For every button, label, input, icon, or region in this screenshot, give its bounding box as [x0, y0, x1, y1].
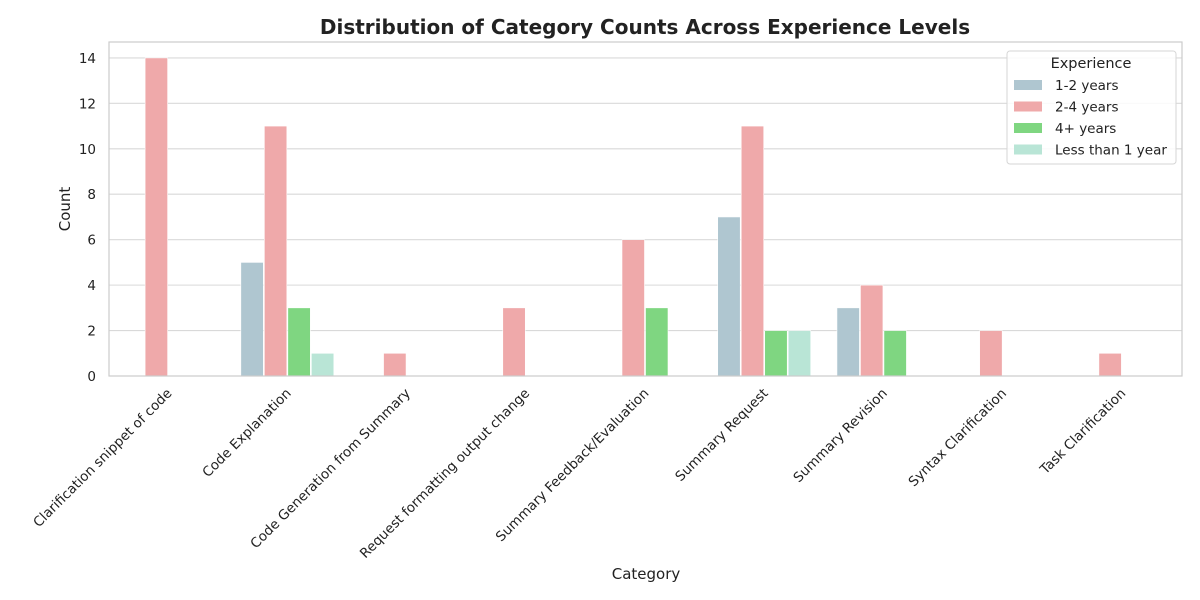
y-tick-label: 8 — [87, 187, 96, 203]
y-tick-labels: 0 2 4 6 8 10 12 14 — [79, 51, 96, 385]
bar — [645, 307, 669, 377]
x-tick-label: Summary Request — [672, 386, 771, 485]
bar — [502, 307, 526, 377]
x-axis-label: Category — [612, 565, 681, 583]
x-tick-labels: Clarification snippet of code Code Explan… — [30, 386, 1129, 562]
bar — [979, 330, 1003, 377]
legend-label: 4+ years — [1055, 121, 1116, 137]
legend-swatch — [1014, 101, 1042, 112]
bar — [717, 216, 741, 377]
chart-title: Distribution of Category Counts Across E… — [320, 15, 970, 39]
bar — [144, 57, 168, 377]
plot-frame — [108, 41, 1183, 377]
x-tick-label: Task Clarification — [1036, 386, 1129, 479]
legend-swatch — [1014, 144, 1042, 155]
bar — [1098, 352, 1122, 377]
legend-title: Experience — [1051, 56, 1132, 72]
x-tick-label: Code Explanation — [199, 386, 294, 481]
x-tick-label: Summary Revision — [790, 386, 890, 486]
x-tick-label: Clarification snippet of code — [30, 386, 175, 531]
legend-label: 2-4 years — [1055, 100, 1119, 116]
bar — [740, 125, 765, 377]
y-axis-label: Count — [56, 187, 74, 232]
bar — [860, 284, 884, 377]
legend-swatch — [1014, 123, 1042, 133]
y-tick-label: 10 — [79, 142, 96, 158]
y-tick-label: 2 — [87, 324, 96, 340]
legend-box — [1006, 50, 1177, 165]
legend: Experience 1-2 years 2-4 years 4+ years Les… — [1006, 50, 1177, 165]
bars — [144, 57, 1122, 377]
legend-swatch — [1014, 80, 1042, 90]
y-tick-label: 6 — [87, 233, 96, 249]
bar — [787, 330, 812, 377]
bar — [311, 352, 335, 377]
bar — [764, 330, 788, 377]
bar — [836, 307, 860, 377]
y-tick-label: 0 — [87, 369, 96, 385]
y-tick-label: 4 — [87, 278, 96, 294]
bar — [240, 262, 264, 377]
legend-items: 1-2 years 2-4 years 4+ years Less than 1 ye… — [1014, 78, 1167, 159]
legend-label: Less than 1 year — [1055, 143, 1167, 159]
x-tick-label: Syntax Clarification — [905, 386, 1009, 490]
bar — [621, 239, 645, 377]
bar — [287, 307, 311, 377]
legend-label: 1-2 years — [1055, 78, 1119, 94]
y-tick-label: 12 — [79, 96, 96, 112]
bar — [264, 125, 288, 377]
bar — [383, 352, 407, 377]
y-tick-label: 14 — [79, 51, 96, 67]
bar — [883, 330, 907, 377]
